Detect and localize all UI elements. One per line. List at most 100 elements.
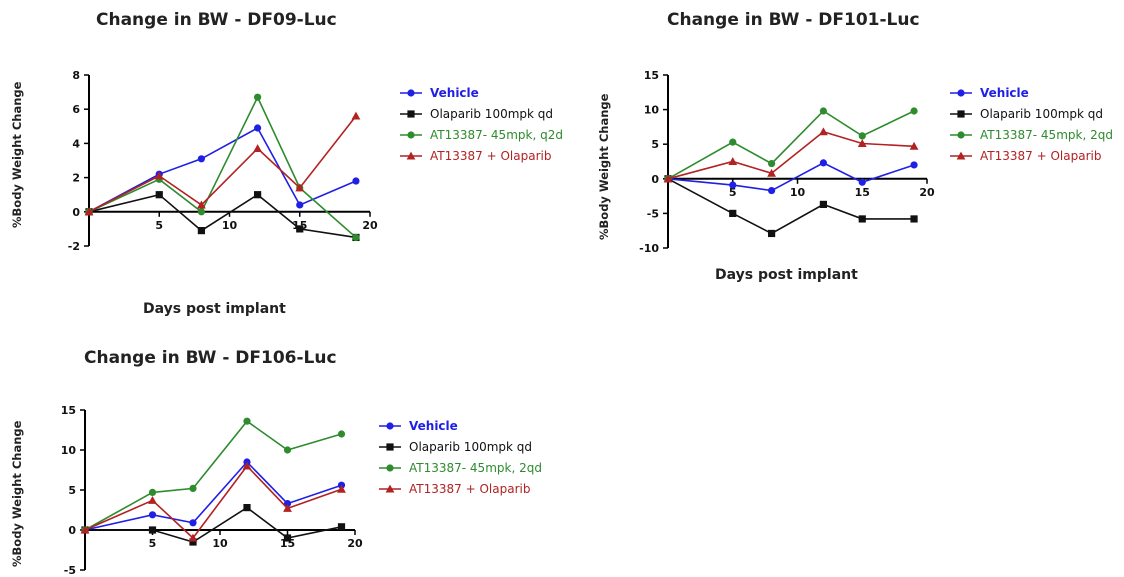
- series-line: [667, 178, 915, 235]
- data-point: [197, 155, 205, 163]
- x-tick-label: 5: [155, 219, 163, 232]
- data-point: [283, 534, 292, 542]
- legend-swatch: [950, 110, 972, 118]
- legend-label: AT13387- 45mpk, 2qd: [980, 128, 1113, 142]
- y-tick-label: 5: [68, 484, 76, 497]
- x-tick-label: 20: [919, 186, 935, 199]
- y-tick-label: 8: [72, 69, 80, 82]
- data-point: [728, 157, 738, 166]
- legend-label: AT13387- 45mpk, q2d: [430, 128, 563, 142]
- y-tick-label: 2: [72, 172, 80, 185]
- data-point: [768, 229, 776, 238]
- data-point: [242, 461, 252, 470]
- legend-swatch: [379, 484, 401, 493]
- y-tick-label: -5: [647, 207, 659, 220]
- y-tick-label: 0: [72, 206, 80, 219]
- series-line: [88, 193, 357, 239]
- data-point: [767, 168, 776, 177]
- series-line: [667, 161, 915, 192]
- legend-label: AT13387 + Olaparib: [430, 149, 552, 163]
- y-tick-label: 10: [644, 104, 660, 117]
- data-point: [858, 178, 866, 186]
- series-line: [88, 95, 357, 239]
- series-line: [88, 126, 357, 213]
- data-point: [189, 484, 197, 492]
- data-point: [254, 124, 262, 132]
- chart-title: Change in BW - DF101-Luc: [667, 10, 920, 30]
- series-line: [84, 464, 342, 540]
- data-point: [337, 430, 346, 438]
- data-point: [253, 144, 262, 153]
- legend-swatch: [950, 151, 972, 160]
- y-tick-label: 4: [72, 137, 80, 150]
- x-tick-label: 5: [149, 537, 157, 550]
- y-tick-label: -5: [64, 564, 76, 577]
- legend-label: Vehicle: [430, 86, 479, 100]
- series-line: [84, 460, 342, 531]
- data-point: [352, 233, 360, 242]
- legend-swatch: [379, 464, 401, 472]
- legend-label: Vehicle: [409, 419, 458, 433]
- y-tick-label: -2: [68, 240, 80, 253]
- y-tick-label: 15: [644, 69, 659, 82]
- data-point: [155, 191, 163, 199]
- data-point: [729, 181, 737, 189]
- data-point: [910, 161, 918, 169]
- data-point: [189, 519, 197, 527]
- legend-label: Vehicle: [980, 86, 1029, 100]
- x-tick-label: 15: [855, 186, 870, 199]
- data-point: [243, 417, 251, 425]
- legend-swatch: [950, 89, 972, 97]
- legend-swatch: [379, 443, 401, 451]
- data-point: [197, 227, 205, 235]
- series-line: [84, 420, 342, 531]
- data-point: [154, 171, 164, 180]
- data-point: [351, 111, 361, 120]
- data-point: [283, 446, 292, 454]
- data-point: [910, 107, 918, 115]
- x-tick-label: 20: [362, 219, 378, 232]
- y-tick-label: 0: [651, 173, 659, 186]
- data-point: [858, 215, 866, 223]
- data-point: [768, 186, 776, 195]
- data-point: [295, 183, 305, 192]
- data-point: [858, 132, 866, 140]
- data-point: [254, 191, 262, 199]
- data-point: [819, 107, 828, 115]
- data-point: [80, 525, 90, 534]
- data-point: [729, 209, 737, 217]
- legend-label: Olaparib 100mpk qd: [430, 107, 554, 121]
- data-point: [819, 159, 828, 167]
- legend-swatch: [400, 89, 422, 97]
- series-line: [667, 109, 915, 180]
- x-tick-label: 20: [347, 537, 363, 550]
- legend-label: AT13387 + Olaparib: [980, 149, 1102, 163]
- data-point: [197, 200, 206, 209]
- legend-swatch: [950, 131, 972, 139]
- data-point: [243, 504, 251, 512]
- data-point: [910, 215, 918, 223]
- legend-swatch: [400, 151, 422, 160]
- series-line: [85, 506, 342, 543]
- legend-label: Olaparib 100mpk qd: [409, 440, 533, 454]
- x-tick-label: 10: [222, 219, 238, 232]
- data-point: [729, 138, 737, 146]
- x-tick-label: 5: [729, 186, 737, 199]
- data-point: [283, 504, 292, 512]
- data-point: [148, 496, 157, 504]
- data-point: [819, 127, 828, 136]
- y-tick-label: 15: [61, 404, 76, 417]
- x-tick-label: 10: [212, 537, 228, 550]
- x-tick-label: 10: [790, 186, 806, 199]
- series-line: [88, 115, 357, 213]
- data-point: [148, 488, 157, 496]
- y-tick-label: 10: [61, 444, 77, 457]
- data-point: [148, 511, 157, 519]
- legend-label: Olaparib 100mpk qd: [980, 107, 1104, 121]
- legend-swatch: [379, 422, 401, 430]
- chart-title: Change in BW - DF106-Luc: [84, 348, 337, 368]
- y-tick-label: 6: [72, 103, 80, 116]
